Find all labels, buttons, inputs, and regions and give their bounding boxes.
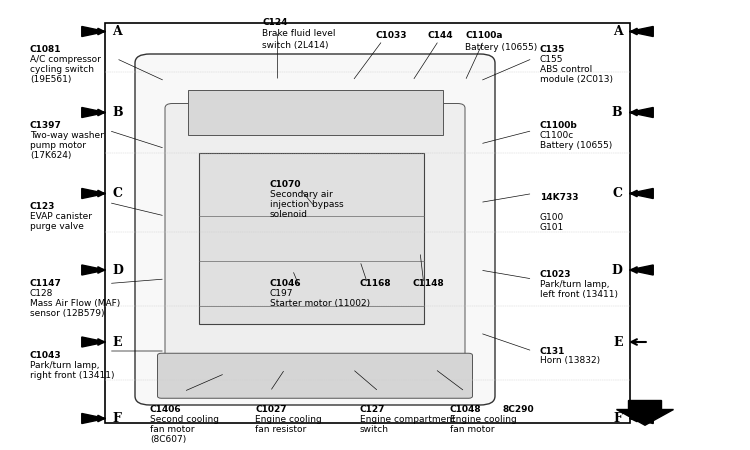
Polygon shape	[82, 108, 106, 117]
Polygon shape	[629, 27, 653, 36]
Text: Horn (13832): Horn (13832)	[540, 356, 600, 365]
Polygon shape	[629, 414, 653, 423]
Text: C135: C135	[540, 45, 566, 54]
Bar	[199, 153, 424, 324]
Text: C144: C144	[427, 32, 453, 40]
Bar	[188, 90, 442, 135]
Text: C1023: C1023	[540, 270, 572, 279]
Polygon shape	[629, 265, 653, 275]
Text: Mass Air Flow (MAF): Mass Air Flow (MAF)	[30, 299, 120, 308]
Text: Park/turn lamp,: Park/turn lamp,	[540, 280, 610, 289]
FancyBboxPatch shape	[165, 104, 465, 365]
Text: F: F	[112, 412, 122, 425]
Text: switch: switch	[360, 425, 389, 434]
Text: C1048: C1048	[450, 405, 482, 414]
Text: D: D	[612, 264, 622, 276]
Text: C155: C155	[540, 55, 563, 64]
Text: sensor (12B579): sensor (12B579)	[30, 309, 104, 318]
Text: C124: C124	[262, 18, 288, 27]
Polygon shape	[82, 189, 106, 198]
Text: A/C compressor: A/C compressor	[30, 55, 100, 64]
Text: A: A	[613, 25, 622, 38]
Text: E: E	[613, 336, 622, 348]
Text: C: C	[112, 187, 122, 200]
Text: D: D	[112, 264, 123, 276]
Text: (17K624): (17K624)	[30, 151, 71, 160]
Polygon shape	[616, 400, 674, 425]
Text: (19E561): (19E561)	[30, 75, 71, 84]
Text: C131: C131	[540, 346, 566, 356]
Text: cycling switch: cycling switch	[30, 65, 94, 74]
Polygon shape	[82, 414, 106, 423]
Text: Secondary air: Secondary air	[270, 190, 333, 199]
Polygon shape	[82, 337, 106, 347]
Text: Battery (10655): Battery (10655)	[465, 43, 537, 52]
Text: C1168: C1168	[360, 279, 392, 288]
Text: Two-way washer: Two-way washer	[30, 131, 104, 140]
Text: fan resistor: fan resistor	[255, 425, 306, 434]
Text: C123: C123	[30, 202, 56, 211]
Text: ABS control: ABS control	[540, 65, 592, 74]
Polygon shape	[629, 108, 653, 117]
Text: C128: C128	[30, 289, 53, 298]
Text: B: B	[612, 106, 622, 119]
Text: A: A	[112, 25, 122, 38]
Text: B: B	[112, 106, 123, 119]
Text: switch (2L414): switch (2L414)	[262, 40, 329, 50]
Text: Engine compartment: Engine compartment	[360, 415, 455, 424]
Text: EVAP canister: EVAP canister	[30, 212, 92, 221]
Text: Second cooling: Second cooling	[150, 415, 219, 424]
Text: Brake fluid level: Brake fluid level	[262, 29, 336, 38]
Text: module (2C013): module (2C013)	[540, 75, 613, 84]
Text: purge valve: purge valve	[30, 222, 84, 231]
Text: left front (13411): left front (13411)	[540, 290, 618, 299]
FancyBboxPatch shape	[158, 353, 473, 398]
Text: C1043: C1043	[30, 351, 62, 360]
Text: 8C290: 8C290	[503, 405, 534, 414]
Bar	[105, 22, 630, 423]
Text: C1081: C1081	[30, 45, 62, 54]
Text: C1406: C1406	[150, 405, 182, 414]
Text: C: C	[613, 187, 622, 200]
Text: C1148: C1148	[413, 279, 444, 288]
Text: pump motor: pump motor	[30, 141, 86, 150]
Text: fan motor: fan motor	[450, 425, 494, 434]
Text: Engine cooling: Engine cooling	[255, 415, 322, 424]
Text: Starter motor (11002): Starter motor (11002)	[270, 299, 370, 308]
Text: F: F	[614, 412, 622, 425]
Text: right front (13411): right front (13411)	[30, 371, 115, 380]
Text: G101: G101	[540, 223, 564, 232]
Text: C1147: C1147	[30, 279, 62, 288]
Text: (8C607): (8C607)	[150, 435, 186, 444]
Text: C1100a: C1100a	[465, 32, 503, 40]
Text: Park/turn lamp,: Park/turn lamp,	[30, 361, 100, 370]
Text: C1397: C1397	[30, 122, 62, 130]
Text: C1070: C1070	[270, 180, 302, 189]
Text: C127: C127	[360, 405, 386, 414]
Text: solenoid: solenoid	[270, 210, 308, 219]
Text: fan motor: fan motor	[150, 425, 194, 434]
Text: 14K733: 14K733	[540, 194, 578, 202]
Polygon shape	[82, 265, 106, 275]
Text: C1100b: C1100b	[540, 122, 578, 130]
Text: E: E	[112, 336, 122, 348]
Text: C1100c: C1100c	[540, 131, 574, 140]
FancyBboxPatch shape	[135, 54, 495, 405]
Polygon shape	[629, 189, 653, 198]
Text: C1033: C1033	[375, 32, 406, 40]
Polygon shape	[82, 27, 106, 36]
Text: injection bypass: injection bypass	[270, 200, 344, 209]
Text: C1046: C1046	[270, 279, 302, 288]
Text: C197: C197	[270, 289, 293, 298]
Text: G100: G100	[540, 213, 564, 222]
Text: Engine cooling: Engine cooling	[450, 415, 517, 424]
Text: C1027: C1027	[255, 405, 286, 414]
Text: Battery (10655): Battery (10655)	[540, 141, 612, 150]
